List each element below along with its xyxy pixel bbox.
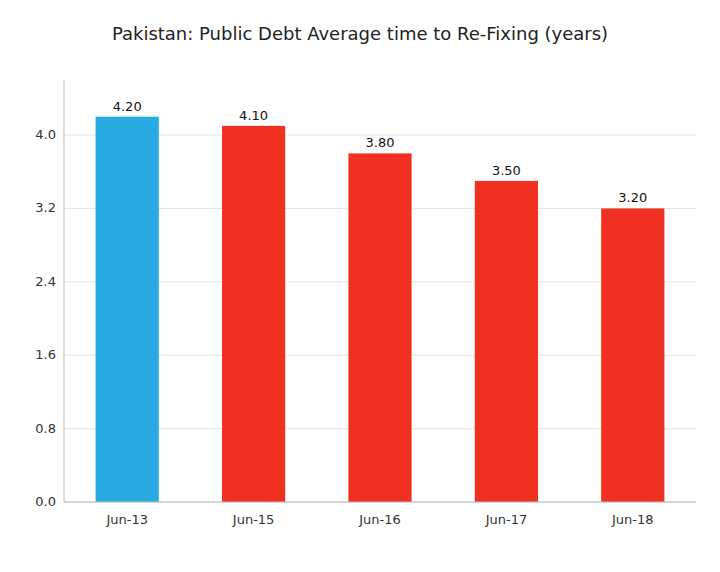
x-tick-label: Jun-15 [232,512,275,527]
bar [222,126,285,502]
chart-svg: Pakistan: Public Debt Average time to Re… [0,0,720,572]
x-tick-label: Jun-18 [611,512,654,527]
data-label: 4.20 [113,99,142,114]
page: {"chart_data": {"type": "bar", "title": … [0,0,720,572]
title: Pakistan: Public Debt Average time to Re… [112,23,608,44]
data-labels: 4.20 4.10 3.80 3.50 3.20 [113,99,648,206]
data-label: 4.10 [239,108,268,123]
x-tick-label: Jun-16 [358,512,401,527]
y-tick-label: 3.2 [35,200,56,215]
x-tick-label: Jun-17 [485,512,528,527]
bar [475,181,538,502]
chart-container: Pakistan: Public Debt Average time to Re… [0,0,720,572]
x-tick-label: Jun-13 [105,512,148,527]
background [0,0,720,572]
x-axis: Jun-13 Jun-15 Jun-16 Jun-17 Jun-18 [105,512,653,527]
bar [348,153,411,502]
bar [601,208,664,502]
y-tick-label: 2.4 [35,274,56,289]
x-axis-line [64,502,696,503]
data-label: 3.20 [618,190,647,205]
y-tick-label: 0.0 [35,494,56,509]
bars [96,117,665,502]
y-tick-label: 4.0 [35,127,56,142]
y-tick-label: 1.6 [35,347,56,362]
y-tick-label: 0.8 [35,421,56,436]
bar [96,117,159,502]
y-axis: 0.0 0.8 1.6 2.4 3.2 4.0 [35,80,64,509]
data-label: 3.80 [366,135,395,150]
grid-line [64,502,696,503]
y-axis-line [64,80,65,502]
data-label: 3.50 [492,163,521,178]
